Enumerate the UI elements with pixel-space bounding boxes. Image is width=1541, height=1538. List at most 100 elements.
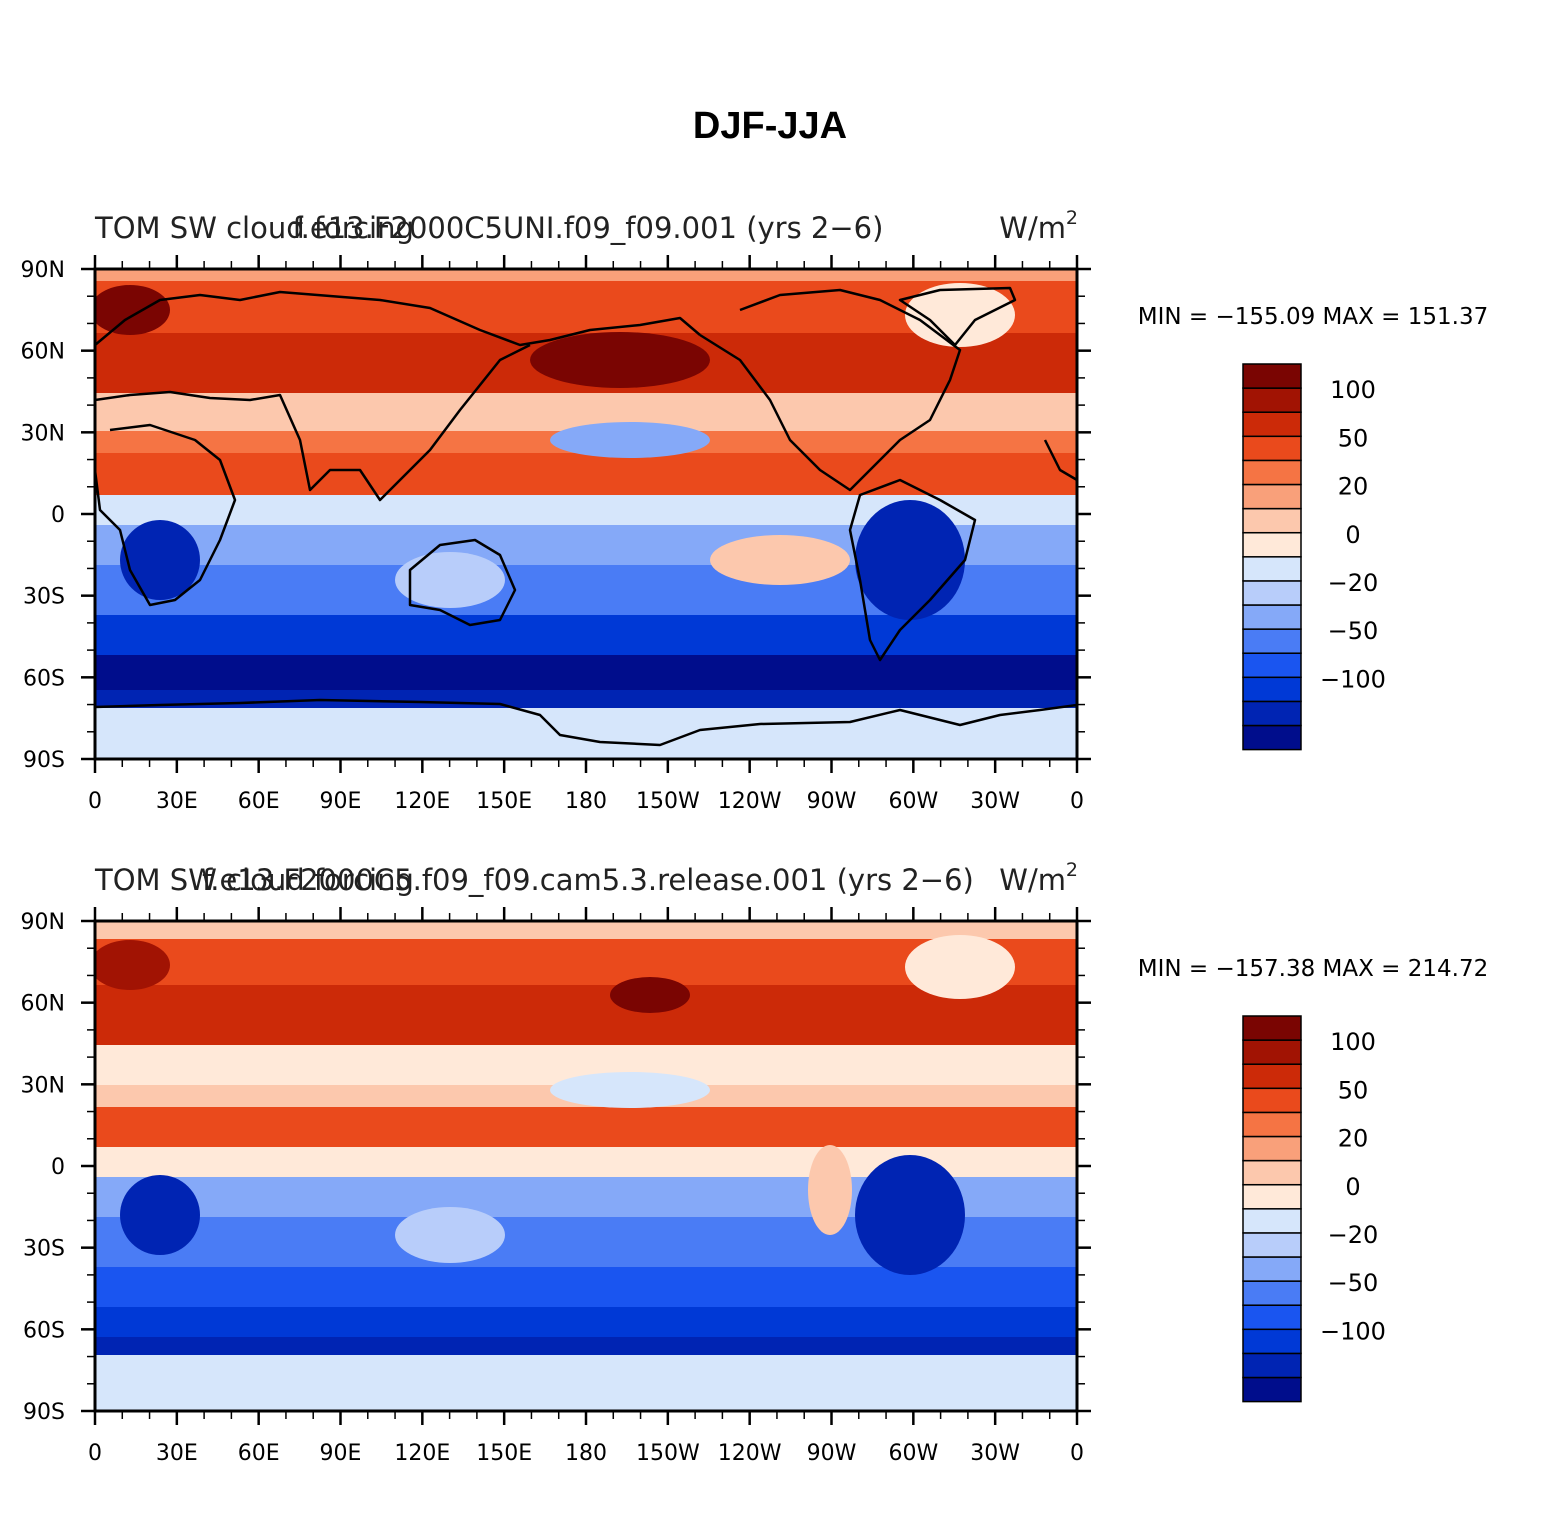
panel-1-units-superscript: 2 <box>1066 207 1078 229</box>
panel-2-axes: 0 30E 60E 90E 120E 150E 180 150W 120W 90W 60W 30W 09… <box>21 907 1091 1466</box>
x-tick-label: 60E <box>238 789 280 814</box>
colorbar-swatch <box>1242 387 1302 413</box>
x-tick-label: 0 <box>88 1441 102 1466</box>
x-tick-label: 180 <box>565 789 607 814</box>
colorbar-label: −50 <box>1328 617 1379 645</box>
colorbar-label: −20 <box>1328 1221 1379 1249</box>
x-tick-label: 120W <box>718 1441 782 1466</box>
x-tick-label: 30E <box>156 1441 198 1466</box>
x-tick-label: 60W <box>888 1441 938 1466</box>
colorbar-label: 100 <box>1330 1028 1376 1056</box>
colorbar-label: 20 <box>1338 473 1369 501</box>
colorbar-swatch <box>1242 700 1302 727</box>
panel-2-south-america-min <box>855 1155 965 1275</box>
y-tick-label: 30S <box>23 1237 65 1262</box>
x-tick-label: 0 <box>88 789 102 814</box>
x-tick-label: 30W <box>970 789 1020 814</box>
y-tick-label: 90S <box>23 1400 65 1425</box>
colorbar-swatch <box>1242 483 1302 510</box>
colorbar-swatch <box>1242 556 1302 582</box>
panel-1-coast-australia <box>408 538 517 627</box>
colorbar-swatch <box>1242 411 1302 438</box>
colorbar-swatch <box>1242 676 1302 703</box>
panel-1-coast-north-america <box>699 288 962 492</box>
y-tick-label: 90S <box>23 748 65 773</box>
colorbar-swatch <box>1242 1328 1302 1355</box>
panel-2-africa-min <box>120 1175 200 1255</box>
colorbar-swatch <box>1242 1111 1302 1138</box>
x-tick-label: 120E <box>394 789 450 814</box>
x-tick-label: 120E <box>394 1441 450 1466</box>
panel-2-antarctica <box>95 1355 1077 1411</box>
panel-1-southern-ocean <box>95 655 1077 690</box>
x-tick-label: 60E <box>238 1441 280 1466</box>
colorbar-swatch <box>1242 1256 1302 1282</box>
panel-2-east-pacific-tongue <box>808 1145 852 1235</box>
figure-title: DJF-JJA <box>693 105 847 147</box>
panel-1-coast-greenland <box>898 286 1017 347</box>
colorbar-swatch <box>1242 363 1302 389</box>
colorbar-label: −100 <box>1320 665 1386 693</box>
x-tick-label: 0 <box>1070 789 1084 814</box>
y-tick-label: 90N <box>21 910 65 935</box>
colorbar-swatch <box>1242 604 1302 630</box>
panel-2-left-title: TOM SW cloud forcing <box>94 863 414 897</box>
colorbar-swatch <box>1242 1304 1302 1331</box>
x-tick-label: 150W <box>636 1441 700 1466</box>
x-tick-label: 90E <box>320 1441 362 1466</box>
panel-1-greenland <box>905 283 1015 347</box>
colorbar-label: −100 <box>1320 1317 1386 1345</box>
colorbar-label: 100 <box>1330 376 1376 404</box>
colorbar-swatch <box>1242 724 1302 751</box>
panel-2-greenland <box>905 935 1015 999</box>
panel-2-antarctic-coast <box>95 1337 1077 1355</box>
colorbar-swatch <box>1242 1280 1302 1306</box>
panel-1-coast-west-africa-wrap <box>1043 439 1077 482</box>
panel-1-africa-min <box>120 520 200 600</box>
panel-1-units: W/m <box>999 211 1066 245</box>
colorbar-swatch <box>1242 1183 1302 1210</box>
panel-1-coast-eurasia-south <box>95 343 531 502</box>
panel-2-center-title: f.e13.F2000C5.f09_f09.cam5.3.release.001… <box>202 863 974 897</box>
map-panel-2: TOM SW cloud forcing f.e13.F2000C5.f09_f… <box>21 859 1489 1466</box>
y-tick-label: 60S <box>23 666 65 691</box>
colorbar-label: 50 <box>1338 424 1369 452</box>
y-tick-label: 90N <box>21 258 65 283</box>
x-tick-label: 90W <box>807 1441 857 1466</box>
y-tick-label: 60N <box>21 992 65 1017</box>
x-tick-label: 30E <box>156 789 198 814</box>
y-tick-label: 0 <box>51 503 65 528</box>
panel-1-pacific-subtropical-low <box>550 422 710 458</box>
panel-2-itcz-north <box>95 1107 1077 1147</box>
panel-1-axes: 0 30E 60E 90E 120E 150E 180 150W 120W 90W 60W 30W 09… <box>21 255 1091 814</box>
panel-1-left-title: TOM SW cloud forcing <box>94 211 414 245</box>
panel-2-units-superscript: 2 <box>1066 859 1078 881</box>
panel-2-midlat-south <box>95 1267 1077 1307</box>
colorbar-swatch <box>1242 652 1302 679</box>
panel-2-europe-max <box>95 940 170 990</box>
colorbar-swatch <box>1242 1232 1302 1258</box>
panel-2-north-pacific-max <box>610 977 690 1013</box>
colorbar-swatch <box>1242 1135 1302 1162</box>
colorbar-label: 50 <box>1338 1076 1369 1104</box>
panel-1-units-base: W/m <box>999 211 1066 245</box>
y-tick-label: 30N <box>21 421 65 446</box>
panel-1-south-america-min <box>855 500 965 620</box>
colorbar-swatch <box>1242 580 1302 606</box>
panel-1-itcz-north <box>95 453 1077 495</box>
map-panel-1: TOM SW cloud forcing f.e13.F2000C5UNI.f0… <box>21 207 1489 814</box>
colorbar-swatch <box>1242 459 1302 486</box>
colorbar-swatch <box>1242 1039 1302 1065</box>
colorbar-label: −20 <box>1328 569 1379 597</box>
panel-2-units: W/m <box>999 863 1066 897</box>
panel-1-coast-eurasia-north <box>95 290 701 347</box>
x-tick-label: 90W <box>807 789 857 814</box>
panel-2-colorbar: 100 50 20 0 −20 −50 −100 <box>1242 1015 1386 1403</box>
panel-2-arctic-band <box>95 921 1077 939</box>
colorbar-swatch <box>1242 1087 1302 1114</box>
y-tick-label: 0 <box>51 1155 65 1180</box>
panel-1-coast-africa <box>95 423 237 607</box>
panel-1-australia <box>395 552 505 608</box>
colorbar-label: 0 <box>1345 1173 1360 1201</box>
